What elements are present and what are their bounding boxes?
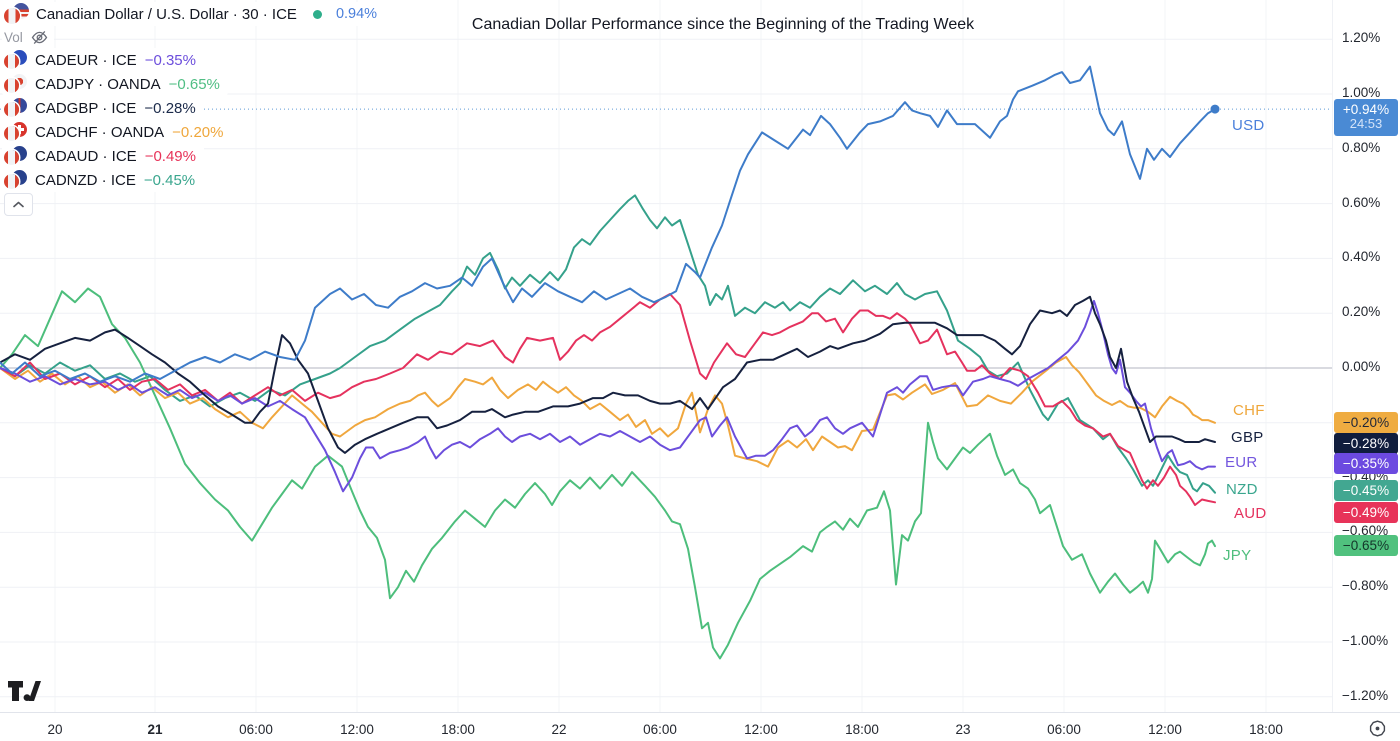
volume-indicator-row: Vol [2, 27, 54, 47]
flag-pair-icon [4, 97, 27, 119]
currency-label-gbp: GBP [1231, 429, 1264, 446]
currency-label-jpy: JPY [1223, 547, 1252, 564]
symbol-header: Canadian Dollar / U.S. Dollar · 30 · ICE… [2, 2, 388, 26]
legend-row-cadchf[interactable]: CADCHF · OANDA −0.20% [2, 120, 232, 144]
series-line-jpy[interactable] [0, 287, 1216, 660]
y-axis-label: 1.20% [1342, 30, 1381, 46]
y-axis-area[interactable]: 1.20% 1.00% 0.80% 0.60% 0.40% 0.20% 0.00% −0.40… [1332, 0, 1400, 712]
flag-pair-icon [4, 73, 27, 95]
legend-change-value: −0.35% [144, 51, 196, 69]
x-axis-label: 06:00 [1047, 722, 1081, 737]
last-price-dot [1210, 104, 1220, 114]
y-axis-label: −0.80% [1342, 578, 1389, 594]
flag-pair-icon [4, 49, 27, 71]
legend-row-cadgbp[interactable]: CADGBP · ICE −0.28% [2, 96, 204, 120]
price-badge-chf: −0.20% [1334, 412, 1398, 433]
y-axis-label: 1.00% [1342, 85, 1381, 100]
x-axis-label: 20 [47, 722, 63, 737]
currency-label-eur: EUR [1225, 454, 1258, 471]
currency-label-aud: AUD [1234, 505, 1267, 522]
legend-symbol-label: CADJPY · OANDA [35, 75, 161, 93]
x-axis-label: 12:00 [340, 722, 374, 737]
legend-symbol-label: CADAUD · ICE [35, 147, 137, 165]
legend-row-cadeur[interactable]: CADEUR · ICE −0.35% [2, 48, 204, 72]
cadusd-flag-icon [4, 2, 30, 26]
flag-pair-icon [4, 145, 27, 167]
volume-label: Vol [4, 29, 23, 45]
eye-off-icon[interactable] [31, 29, 48, 46]
legend-row-cadnzd[interactable]: CADNZD · ICE −0.45% [2, 168, 204, 192]
price-badge-aud: −0.49% [1334, 502, 1398, 523]
legend-change-value: −0.28% [144, 99, 196, 117]
series-line-usd[interactable] [0, 65, 1216, 383]
legend-change-value: −0.20% [172, 123, 224, 141]
x-axis-label: 21 [147, 722, 163, 737]
x-axis-label: 06:00 [643, 722, 677, 737]
market-status-dot [312, 9, 322, 19]
x-axis-label: 12:00 [1148, 722, 1182, 737]
price-badge-usd: +0.94% 24:53 [1334, 99, 1398, 136]
price-badge-jpy: −0.65% [1334, 535, 1398, 556]
legend-symbol-label: CADGBP · ICE [35, 99, 137, 117]
x-axis-label: 18:00 [1249, 722, 1283, 737]
x-axis-label: 23 [955, 722, 971, 737]
symbol-title[interactable]: Canadian Dollar / U.S. Dollar · 30 · ICE [36, 5, 297, 23]
y-axis-label: −1.20% [1342, 687, 1389, 703]
y-axis-label: 0.80% [1342, 139, 1381, 155]
series-line-gbp[interactable] [0, 295, 1216, 454]
x-axis-label: 18:00 [441, 722, 475, 737]
y-axis-label: −1.00% [1342, 633, 1389, 648]
legend-collapse-button[interactable] [4, 193, 33, 216]
timezone-clock-icon[interactable] [1366, 717, 1388, 739]
series-line-nzd[interactable] [0, 194, 1216, 494]
legend-change-value: −0.45% [143, 171, 196, 189]
y-axis-label: 0.00% [1342, 359, 1381, 374]
tradingview-logo[interactable] [8, 680, 41, 709]
flag-pair-icon [4, 121, 27, 143]
legend-rows: CADEUR · ICE −0.35% CADJPY · OANDA −0.65% CA… [2, 48, 232, 192]
legend-row-cadjpy[interactable]: CADJPY · OANDA −0.65% [2, 72, 228, 96]
legend-change-value: −0.49% [144, 147, 196, 165]
header-change-percent: 0.94% [335, 6, 378, 22]
x-axis-area[interactable]: 20 21 06:00 12:00 18:00 22 06:00 12:00 18:00 23 06… [0, 712, 1400, 741]
series-line-eur[interactable] [0, 299, 1216, 493]
series-line-aud[interactable] [0, 293, 1216, 506]
price-badge-gbp: −0.28% [1334, 433, 1398, 454]
legend-symbol-label: CADNZD · ICE [35, 171, 136, 189]
currency-label-usd: USD [1232, 117, 1265, 134]
x-axis-label: 18:00 [845, 722, 879, 737]
price-lines-svg[interactable] [0, 0, 1332, 712]
currency-label-nzd: NZD [1226, 481, 1258, 498]
x-axis-label: 22 [551, 722, 567, 737]
price-badge-nzd: −0.45% [1334, 480, 1398, 501]
y-axis-label: 0.20% [1342, 304, 1381, 320]
y-axis-label: −0.60% [1342, 523, 1389, 539]
series-line-chf[interactable] [0, 356, 1216, 468]
currency-label-chf: CHF [1233, 402, 1265, 419]
legend-symbol-label: CADEUR · ICE [35, 51, 137, 69]
y-axis-label: 0.60% [1342, 194, 1381, 210]
x-axis-label: 12:00 [744, 722, 778, 737]
legend-row-cadaud[interactable]: CADAUD · ICE −0.49% [2, 144, 204, 168]
x-axis-label: 06:00 [239, 722, 273, 737]
legend-change-value: −0.65% [168, 75, 220, 93]
legend-symbol-label: CADCHF · OANDA [35, 123, 165, 141]
price-badge-eur: −0.35% [1334, 453, 1398, 474]
flag-pair-icon [4, 169, 27, 191]
y-axis-label: 0.40% [1342, 249, 1381, 265]
